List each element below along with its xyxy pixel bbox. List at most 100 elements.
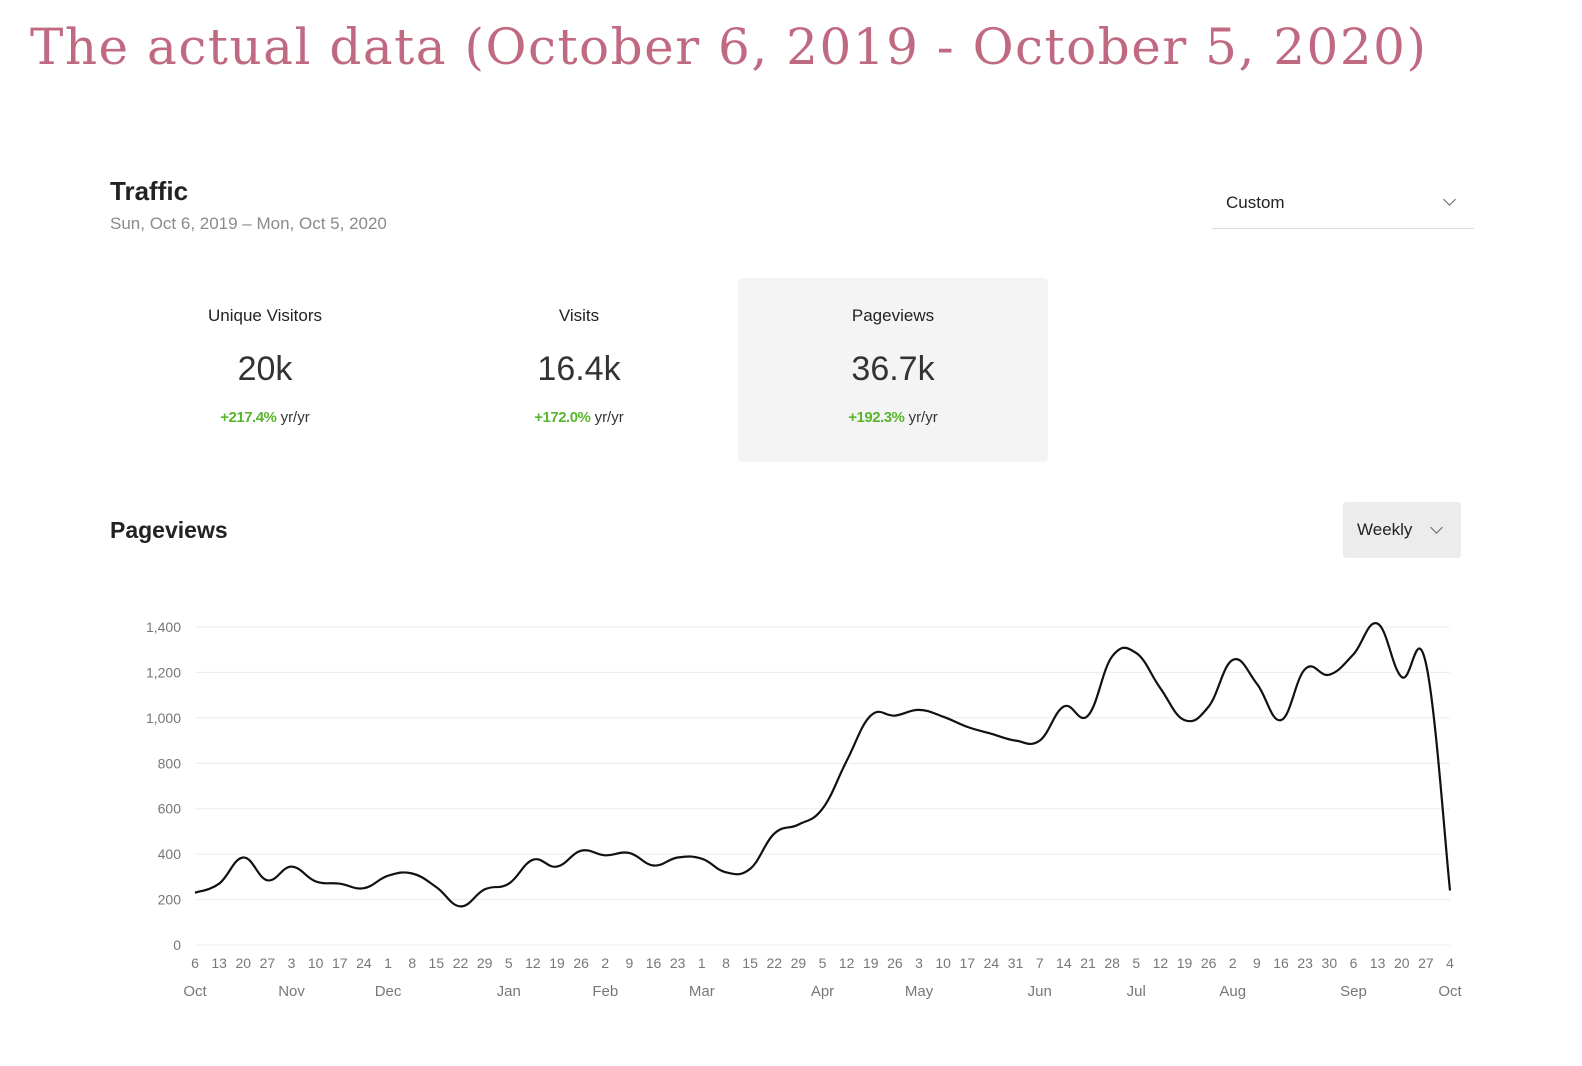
x-tick-label: 19 — [863, 955, 879, 971]
x-tick-label: 17 — [960, 955, 976, 971]
x-tick-label: 3 — [915, 955, 923, 971]
page-headline: The actual data (October 6, 2019 - Octob… — [30, 18, 1428, 76]
month-label: Oct — [1438, 983, 1462, 1000]
stat-label: Visits — [558, 306, 600, 325]
x-tick-label: 26 — [887, 955, 903, 971]
date-range-select-value: Custom — [1226, 193, 1285, 212]
x-tick-label: 23 — [670, 955, 686, 971]
stat-change-unit: yr/yr — [908, 409, 938, 426]
pageviews-series-line — [194, 622, 1452, 908]
month-label: May — [905, 983, 934, 1000]
x-tick-label: 5 — [819, 955, 827, 971]
x-tick-label: 13 — [1370, 955, 1386, 971]
x-tick-label: 20 — [1394, 955, 1410, 971]
month-label: Nov — [278, 983, 305, 1000]
x-tick-label: 10 — [935, 955, 951, 971]
month-label: Apr — [811, 983, 834, 1000]
x-tick-label: 24 — [984, 955, 1000, 971]
x-tick-label: 26 — [1201, 955, 1217, 971]
month-label: Feb — [592, 983, 618, 1000]
month-label: Oct — [183, 983, 207, 1000]
x-tick-label: 12 — [839, 955, 855, 971]
x-tick-label: 8 — [722, 955, 730, 971]
month-label: Jun — [1028, 983, 1052, 1000]
x-tick-label: 21 — [1080, 955, 1096, 971]
stat-change: +192.3% yr/yr — [738, 409, 1048, 426]
stat-value: 16.4k — [537, 350, 621, 388]
period-select-value: Weekly — [1357, 520, 1413, 539]
x-tick-label: 1 — [698, 955, 706, 971]
month-label: Aug — [1219, 983, 1246, 1000]
x-tick-label: 31 — [1008, 955, 1024, 971]
date-range-select[interactable]: Custom — [1212, 180, 1474, 229]
x-tick-label: 29 — [791, 955, 807, 971]
pageviews-section-title: Pageviews — [110, 517, 228, 543]
month-label: Dec — [375, 983, 402, 1000]
x-tick-label: 2 — [601, 955, 609, 971]
x-tick-label: 5 — [505, 955, 513, 971]
stat-pageviews[interactable]: Pageviews 36.7k +192.3% yr/yr — [738, 278, 1048, 462]
chart-gridlines — [195, 626, 1450, 946]
x-axis-month-labels: Oct Nov Dec Jan Feb Mar Apr May Jun Jul Aug Sep Oct — [183, 983, 1462, 1000]
x-tick-label: 20 — [235, 955, 251, 971]
y-tick-label: 1,000 — [146, 710, 181, 726]
y-tick-label: 1,400 — [146, 619, 181, 635]
month-label: Jan — [497, 983, 521, 1000]
y-axis-ticks: 0 200 400 600 800 1,000 1,200 1,400 — [146, 619, 181, 953]
stat-visits[interactable]: Visits 16.4k +172.0% yr/yr — [424, 278, 734, 462]
traffic-date-range: Sun, Oct 6, 2019 – Mon, Oct 5, 2020 — [110, 214, 387, 233]
x-tick-label: 19 — [1177, 955, 1193, 971]
x-tick-label: 12 — [525, 955, 541, 971]
y-tick-label: 200 — [158, 892, 182, 908]
x-tick-label: 13 — [211, 955, 227, 971]
stat-label: Unique Visitors — [207, 306, 323, 325]
x-tick-label: 6 — [1350, 955, 1358, 971]
x-tick-label: 22 — [766, 955, 782, 971]
x-tick-label: 22 — [453, 955, 469, 971]
x-axis-ticks: 6 13 20 27 3 10 17 24 1 8 15 22 29 5 12 19 26 2 9 16 23 1 8 15 2… — [191, 955, 1454, 971]
x-tick-label: 29 — [477, 955, 493, 971]
y-tick-label: 600 — [158, 801, 182, 817]
y-tick-label: 400 — [158, 846, 182, 862]
stat-value: 20k — [237, 350, 293, 388]
x-tick-label: 8 — [408, 955, 416, 971]
x-tick-label: 10 — [308, 955, 324, 971]
x-tick-label: 24 — [356, 955, 372, 971]
traffic-title: Traffic — [110, 176, 189, 206]
x-tick-label: 17 — [332, 955, 348, 971]
x-tick-label: 27 — [260, 955, 276, 971]
x-tick-label: 5 — [1132, 955, 1140, 971]
stat-change-percent: +172.0% — [534, 409, 591, 426]
y-tick-label: 1,200 — [146, 664, 181, 680]
stat-change-unit: yr/yr — [280, 409, 310, 426]
stat-value: 36.7k — [851, 350, 935, 388]
x-tick-label: 4 — [1446, 955, 1454, 971]
month-label: Mar — [689, 983, 715, 1000]
x-tick-label: 12 — [1153, 955, 1169, 971]
x-tick-label: 23 — [1297, 955, 1313, 971]
x-tick-label: 28 — [1104, 955, 1120, 971]
x-tick-label: 19 — [549, 955, 565, 971]
y-tick-label: 800 — [158, 755, 182, 771]
x-tick-label: 3 — [288, 955, 296, 971]
x-tick-label: 14 — [1056, 955, 1072, 971]
y-tick-label: 0 — [173, 937, 181, 953]
stat-change: +172.0% yr/yr — [424, 409, 734, 426]
period-select[interactable]: Weekly — [1343, 502, 1461, 558]
x-tick-label: 7 — [1036, 955, 1044, 971]
stat-change-unit: yr/yr — [594, 409, 624, 426]
x-tick-label: 2 — [1229, 955, 1237, 971]
x-tick-label: 30 — [1322, 955, 1338, 971]
stat-label: Pageviews — [851, 306, 935, 325]
x-tick-label: 15 — [429, 955, 445, 971]
x-tick-label: 16 — [646, 955, 662, 971]
month-label: Jul — [1127, 983, 1146, 1000]
x-tick-label: 15 — [742, 955, 758, 971]
stat-change: +217.4% yr/yr — [110, 409, 420, 426]
stat-change-percent: +192.3% — [848, 409, 905, 426]
x-tick-label: 27 — [1418, 955, 1434, 971]
stat-unique-visitors[interactable]: Unique Visitors 20k +217.4% yr/yr — [110, 278, 420, 462]
x-tick-label: 6 — [191, 955, 199, 971]
x-tick-label: 16 — [1273, 955, 1289, 971]
